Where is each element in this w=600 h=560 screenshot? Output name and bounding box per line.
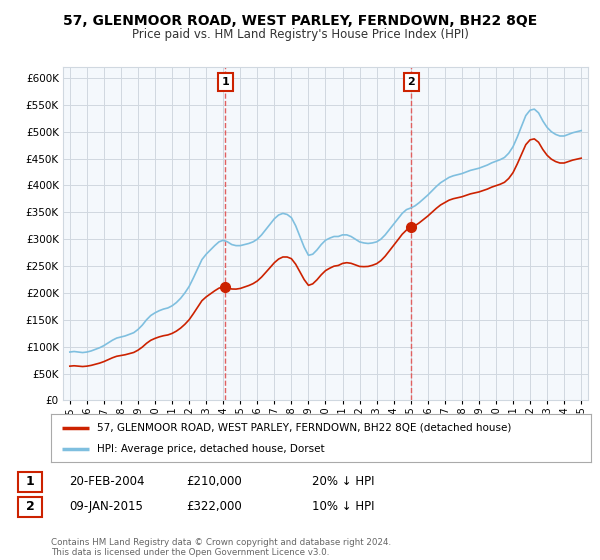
Text: 20% ↓ HPI: 20% ↓ HPI xyxy=(312,475,374,488)
Text: 57, GLENMOOR ROAD, WEST PARLEY, FERNDOWN, BH22 8QE (detached house): 57, GLENMOOR ROAD, WEST PARLEY, FERNDOWN… xyxy=(97,423,511,433)
Text: 10% ↓ HPI: 10% ↓ HPI xyxy=(312,500,374,514)
Text: £322,000: £322,000 xyxy=(186,500,242,514)
Text: 09-JAN-2015: 09-JAN-2015 xyxy=(69,500,143,514)
Text: 2: 2 xyxy=(26,500,34,514)
Text: Contains HM Land Registry data © Crown copyright and database right 2024.
This d: Contains HM Land Registry data © Crown c… xyxy=(51,538,391,557)
Text: £210,000: £210,000 xyxy=(186,475,242,488)
Text: 57, GLENMOOR ROAD, WEST PARLEY, FERNDOWN, BH22 8QE: 57, GLENMOOR ROAD, WEST PARLEY, FERNDOWN… xyxy=(63,14,537,28)
Text: HPI: Average price, detached house, Dorset: HPI: Average price, detached house, Dors… xyxy=(97,444,325,454)
Text: 1: 1 xyxy=(221,77,229,87)
Text: Price paid vs. HM Land Registry's House Price Index (HPI): Price paid vs. HM Land Registry's House … xyxy=(131,28,469,41)
Text: 1: 1 xyxy=(26,475,34,488)
Text: 2: 2 xyxy=(407,77,415,87)
Text: 20-FEB-2004: 20-FEB-2004 xyxy=(69,475,145,488)
